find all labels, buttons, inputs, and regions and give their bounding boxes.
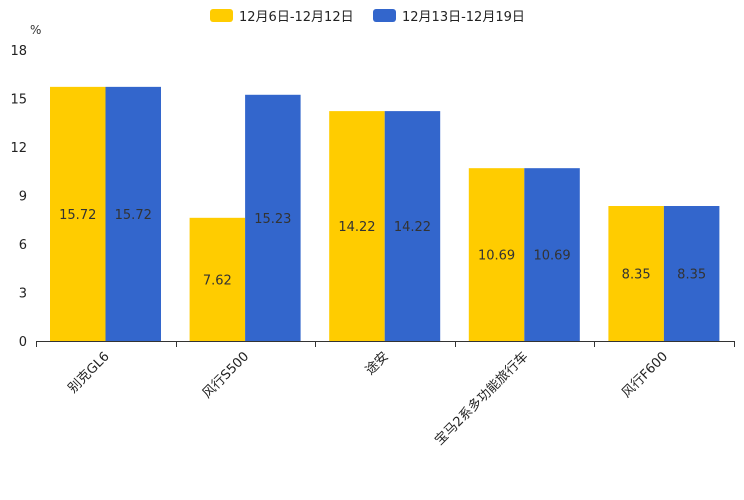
data-label: 15.23 (254, 212, 291, 227)
data-label: 10.69 (533, 249, 570, 264)
y-tick-label: 12 (10, 141, 27, 156)
x-tick-label: 别克GL6 (66, 349, 113, 396)
x-axis: 别克GL6 风行S500 途安 宝马2系多功能旅行车 风行F600 (36, 341, 735, 448)
y-tick-label: 3 (19, 287, 27, 302)
x-tick-label: 宝马2系多功能旅行车 (432, 349, 532, 449)
y-tick-label: 6 (19, 238, 27, 253)
y-tick-label: 18 (10, 44, 27, 59)
x-tick-label: 风行S500 (200, 349, 252, 401)
data-label: 8.35 (622, 268, 651, 283)
data-label: 15.72 (115, 208, 152, 223)
legend-swatch-1[interactable] (373, 9, 396, 22)
x-tick-label: 途安 (362, 349, 392, 379)
data-label: 7.62 (203, 273, 232, 288)
x-tick-label: 风行F600 (619, 349, 671, 401)
legend-swatch-0[interactable] (210, 9, 233, 22)
bar[interactable] (329, 111, 385, 341)
y-tick-label: 15 (10, 93, 27, 108)
data-label: 8.35 (677, 268, 706, 283)
bar[interactable] (50, 86, 106, 341)
data-label: 14.22 (338, 220, 375, 235)
legend-label-0[interactable]: 12月6日-12月12日 (239, 10, 354, 25)
data-label: 14.22 (394, 220, 431, 235)
legend-label-1[interactable]: 12月13日-12月19日 (402, 10, 525, 25)
y-tick-label: 0 (19, 335, 27, 350)
bar[interactable] (608, 206, 664, 341)
bar[interactable] (524, 168, 580, 341)
bar[interactable] (384, 111, 441, 341)
y-axis: 0 3 6 9 12 15 18 (10, 44, 27, 350)
bar[interactable] (468, 168, 525, 341)
y-axis-unit: % (30, 23, 41, 37)
data-label: 10.69 (478, 249, 515, 264)
data-label: 15.72 (59, 208, 96, 223)
bar[interactable] (663, 206, 720, 341)
legend: 12月6日-12月12日 12月13日-12月19日 (210, 9, 525, 25)
bar[interactable] (105, 86, 162, 341)
bar[interactable] (245, 94, 301, 341)
bar[interactable] (189, 217, 246, 341)
bars: 15.72 15.72 7.62 15.23 14.22 14.22 10.69 10.69 8… (50, 86, 720, 341)
y-tick-label: 9 (19, 190, 27, 205)
